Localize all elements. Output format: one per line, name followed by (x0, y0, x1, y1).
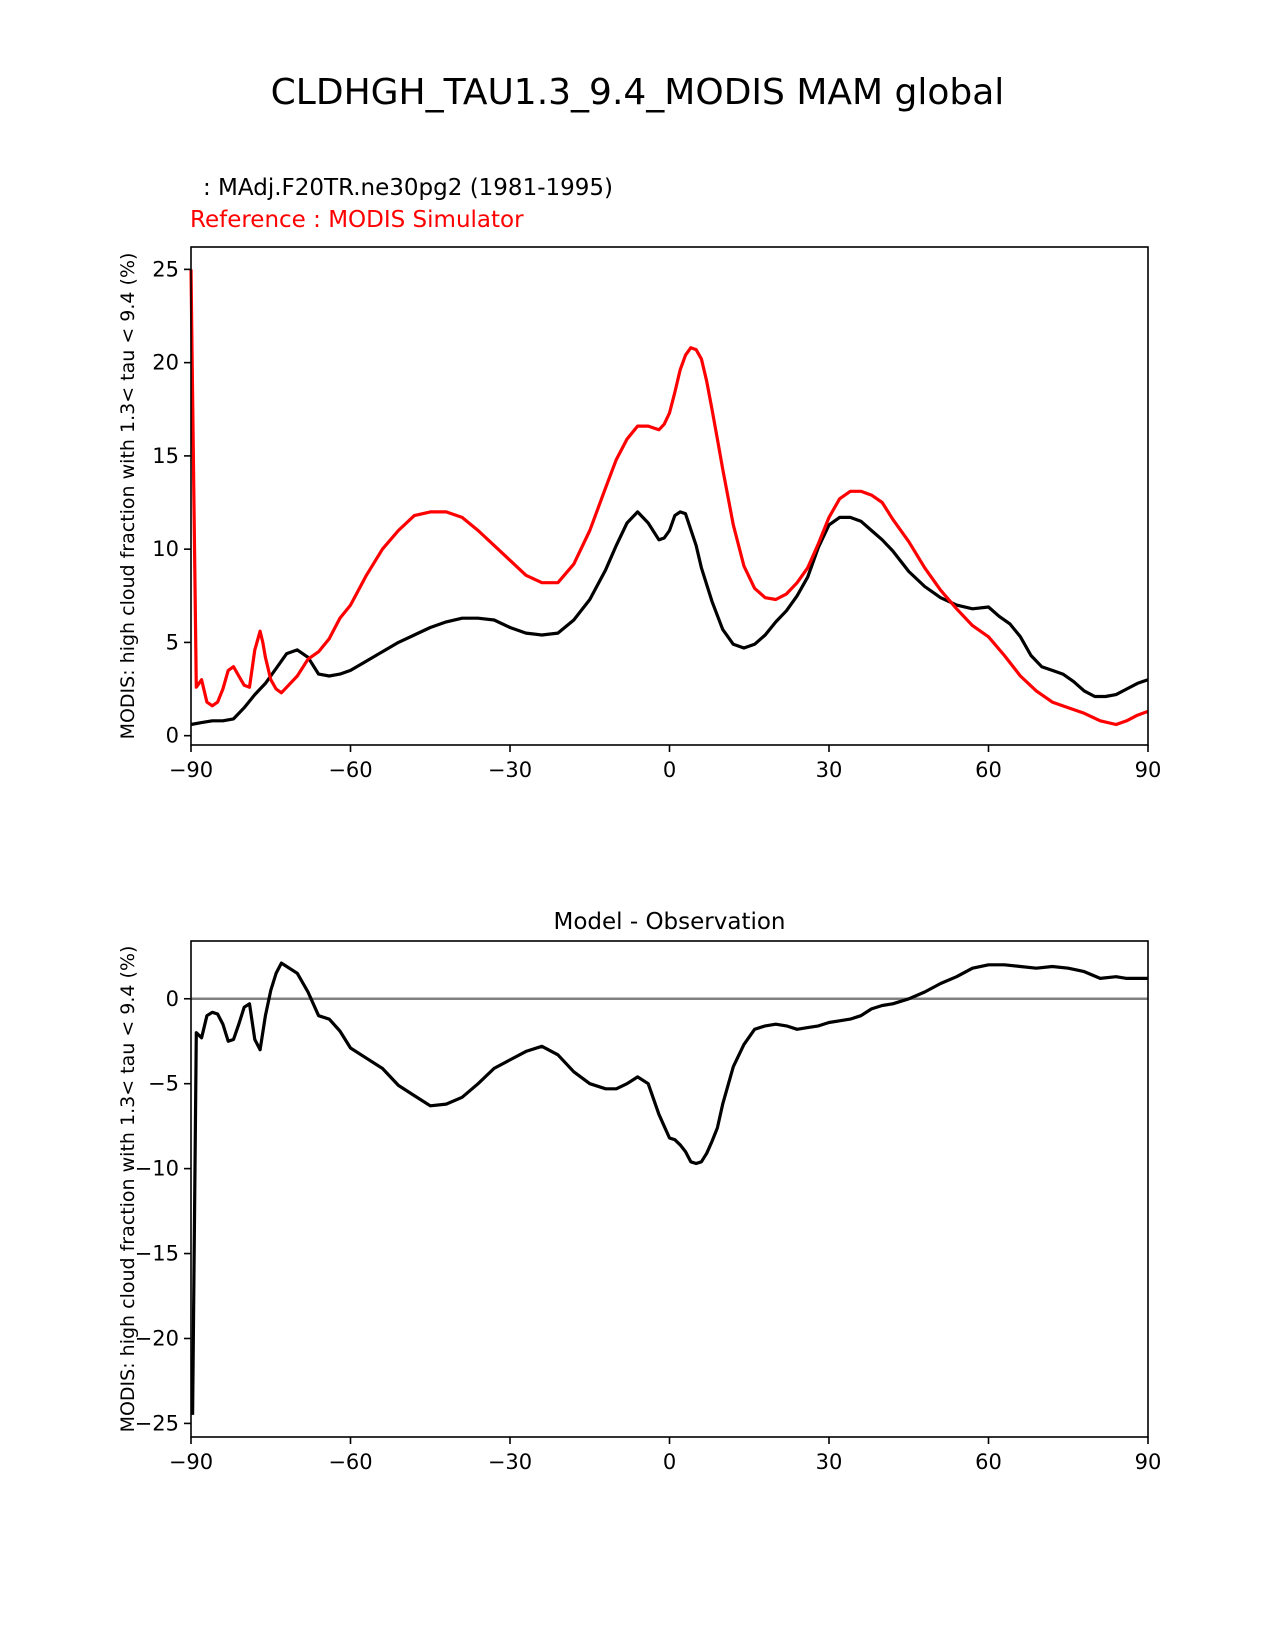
reference-legend-label: Reference : MODIS Simulator (190, 207, 524, 233)
y-tick-label: 0 (166, 724, 179, 748)
x-tick-label: 60 (975, 758, 1002, 782)
series-line-reference (189, 269, 1149, 727)
x-tick-label: 90 (1135, 1450, 1162, 1474)
x-tick-label: 0 (663, 758, 676, 782)
x-tick-label: −60 (328, 1450, 372, 1474)
y-tick-label: −15 (135, 1242, 179, 1266)
y-tick-label: −20 (135, 1326, 179, 1350)
figure-title: CLDHGH_TAU1.3_9.4_MODIS MAM global (270, 72, 1005, 113)
y-tick-label: −25 (135, 1411, 179, 1435)
x-tick-label: 60 (975, 1450, 1002, 1474)
y-tick-label: 0 (166, 987, 179, 1011)
panel-title: Model - Observation (553, 909, 785, 935)
series-line-model (190, 510, 1149, 727)
x-tick-label: 30 (816, 1450, 843, 1474)
x-tick-label: −90 (169, 1450, 213, 1474)
model-legend-label: : MAdj.F20TR.ne30pg2 (1981-1995) (203, 175, 614, 201)
axes-frame (190, 246, 1149, 746)
y-tick-label: −5 (148, 1072, 179, 1096)
y-tick-label: 5 (166, 630, 179, 654)
x-tick-label: −90 (169, 758, 213, 782)
y-tick-label: −10 (135, 1157, 179, 1181)
x-tick-label: 90 (1135, 758, 1162, 782)
x-tick-label: −30 (488, 758, 532, 782)
series-line-model (191, 961, 1148, 1415)
x-tick-label: 0 (663, 1450, 676, 1474)
y-tick-label: 25 (152, 257, 179, 281)
y-tick-label: 10 (152, 537, 179, 561)
x-tick-label: 30 (816, 758, 843, 782)
top-panel: −90 −60 −30 0 30 60 90 0 5 10 15 20 25 MODIS: high cl… (117, 246, 1162, 782)
axes-frame (190, 940, 1149, 1438)
y-tick-label: 15 (152, 444, 179, 468)
x-tick-label: −30 (488, 1450, 532, 1474)
y-tick-label: 20 (152, 351, 179, 375)
y-axis-label: MODIS: high cloud fraction with 1.3< tau… (117, 946, 139, 1433)
y-axis-label: MODIS: high cloud fraction with 1.3< tau… (117, 253, 139, 740)
x-tick-label: −60 (328, 758, 372, 782)
